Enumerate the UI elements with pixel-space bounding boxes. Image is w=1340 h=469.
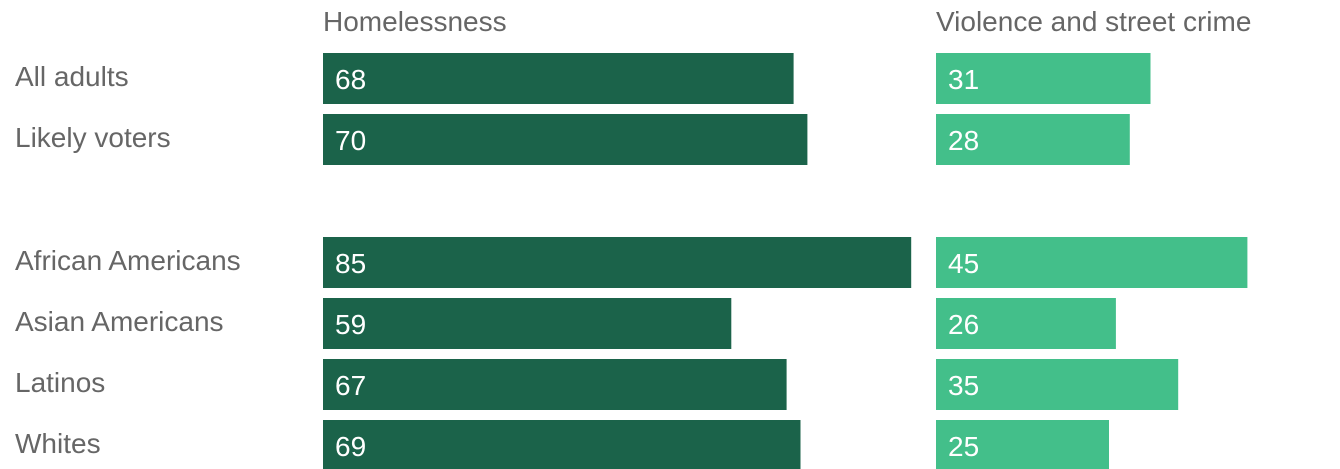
value-label-homelessness-latinos: 67 (335, 370, 366, 401)
bar-homelessness-whites (323, 420, 801, 469)
bar-homelessness-latinos (323, 359, 787, 410)
panel-title-violence-and-street-crime: Violence and street crime (936, 6, 1251, 37)
bar-homelessness-african-americans (323, 237, 912, 288)
bar-violence-and-street-crime-whites (936, 420, 1109, 469)
value-label-violence-and-street-crime-latinos: 35 (948, 370, 979, 401)
bar-violence-and-street-crime-latinos (936, 359, 1179, 410)
bar-violence-and-street-crime-asian-americans (936, 298, 1116, 349)
bar-homelessness-asian-americans (323, 298, 732, 349)
bar-violence-and-street-crime-african-americans (936, 237, 1248, 288)
value-label-homelessness-asian-americans: 59 (335, 309, 366, 340)
value-label-violence-and-street-crime-likely-voters: 28 (948, 125, 979, 156)
category-label-whites: Whites (15, 428, 101, 459)
bar-violence-and-street-crime-all-adults (936, 53, 1151, 104)
bar-homelessness-likely-voters (323, 114, 808, 165)
category-label-all-adults: All adults (15, 61, 129, 92)
value-label-homelessness-african-americans: 85 (335, 248, 366, 279)
category-label-likely-voters: Likely voters (15, 122, 171, 153)
value-label-homelessness-likely-voters: 70 (335, 125, 366, 156)
panel-title-homelessness: Homelessness (323, 6, 507, 37)
value-label-homelessness-whites: 69 (335, 431, 366, 462)
value-label-violence-and-street-crime-asian-americans: 26 (948, 309, 979, 340)
bar-violence-and-street-crime-likely-voters (936, 114, 1130, 165)
value-label-violence-and-street-crime-african-americans: 45 (948, 248, 979, 279)
category-label-african-americans: African Americans (15, 245, 241, 276)
category-label-latinos: Latinos (15, 367, 105, 398)
value-label-homelessness-all-adults: 68 (335, 64, 366, 95)
value-label-violence-and-street-crime-whites: 25 (948, 431, 979, 462)
value-label-violence-and-street-crime-all-adults: 31 (948, 64, 979, 95)
bar-homelessness-all-adults (323, 53, 794, 104)
category-label-asian-americans: Asian Americans (15, 306, 224, 337)
